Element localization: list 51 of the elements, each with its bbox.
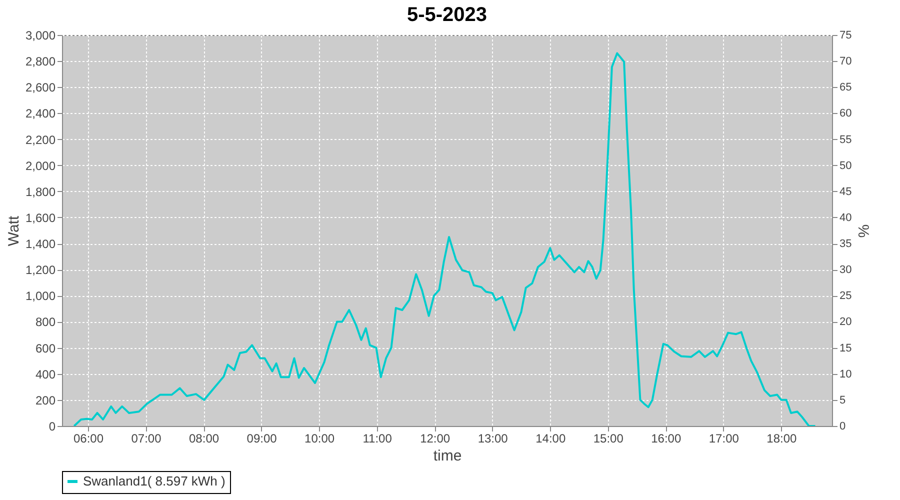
x-axis-title: time: [433, 448, 462, 464]
y-tick-label: 2,000: [25, 158, 56, 173]
y-tick-label: 2,600: [25, 80, 56, 95]
y-tick-label: 600: [35, 341, 56, 356]
y-tick-label: 1,800: [25, 184, 56, 199]
x-tick-label: 07:00: [131, 432, 162, 446]
y2-tick-label: 60: [840, 108, 852, 120]
y-tick-label: 400: [35, 367, 56, 382]
y2-tick-label: 35: [840, 238, 852, 250]
x-tick-label: 06:00: [73, 432, 104, 446]
x-tick-label: 10:00: [304, 432, 335, 446]
y2-tick-label: 25: [840, 290, 852, 302]
y-tick-label: 2,200: [25, 132, 56, 147]
x-tick-label: 08:00: [189, 432, 220, 446]
chart-title: 5-5-2023: [406, 4, 488, 26]
y2-tick-label: 70: [840, 56, 852, 68]
x-tick-label: 13:00: [478, 432, 508, 446]
x-tick-label: 17:00: [708, 432, 740, 446]
y-tick-label: 1,400: [25, 237, 56, 252]
y2-tick-label: 50: [840, 160, 852, 172]
x-tick-label: 18:00: [766, 432, 798, 446]
y2-tick-label: 0: [840, 420, 846, 432]
y2-tick-label: 40: [840, 212, 852, 224]
y-tick-label: 2,800: [25, 54, 56, 69]
y-tick-label: 1,600: [25, 210, 56, 225]
y-tick-label: 2,400: [25, 106, 56, 121]
legend-label: Swanland1( 8.597 kWh ): [83, 474, 226, 488]
y2-tick-label: 15: [840, 342, 852, 354]
y-tick-label: 800: [35, 315, 56, 330]
y-tick-label: 1,200: [25, 263, 56, 278]
x-tick-label: 15:00: [593, 432, 624, 446]
x-tick-label: 09:00: [246, 432, 278, 446]
y2-tick-label: 30: [840, 264, 852, 276]
y2-axis-title: %: [854, 224, 872, 238]
y2-tick-label: 20: [840, 316, 852, 328]
y2-tick-label: 45: [840, 186, 852, 198]
y-axis-title: Watt: [5, 215, 22, 246]
y-tick-label: 3,000: [25, 28, 56, 42]
y2-tick-label: 65: [840, 82, 852, 94]
y2-tick-label: 75: [840, 30, 852, 42]
y2-tick-label: 55: [840, 134, 852, 146]
x-tick-label: 14:00: [536, 432, 566, 446]
y-tick-label: 0: [48, 420, 56, 434]
x-tick-label: 12:00: [420, 432, 450, 446]
x-tick-label: 11:00: [362, 432, 392, 446]
y-tick-label: 1,000: [25, 289, 56, 304]
y2-tick-label: 10: [840, 368, 852, 380]
x-tick-label: 16:00: [651, 432, 682, 446]
line-series: [73, 52, 816, 426]
y2-tick-label: 5: [840, 394, 846, 406]
y-tick-label: 200: [35, 393, 56, 408]
